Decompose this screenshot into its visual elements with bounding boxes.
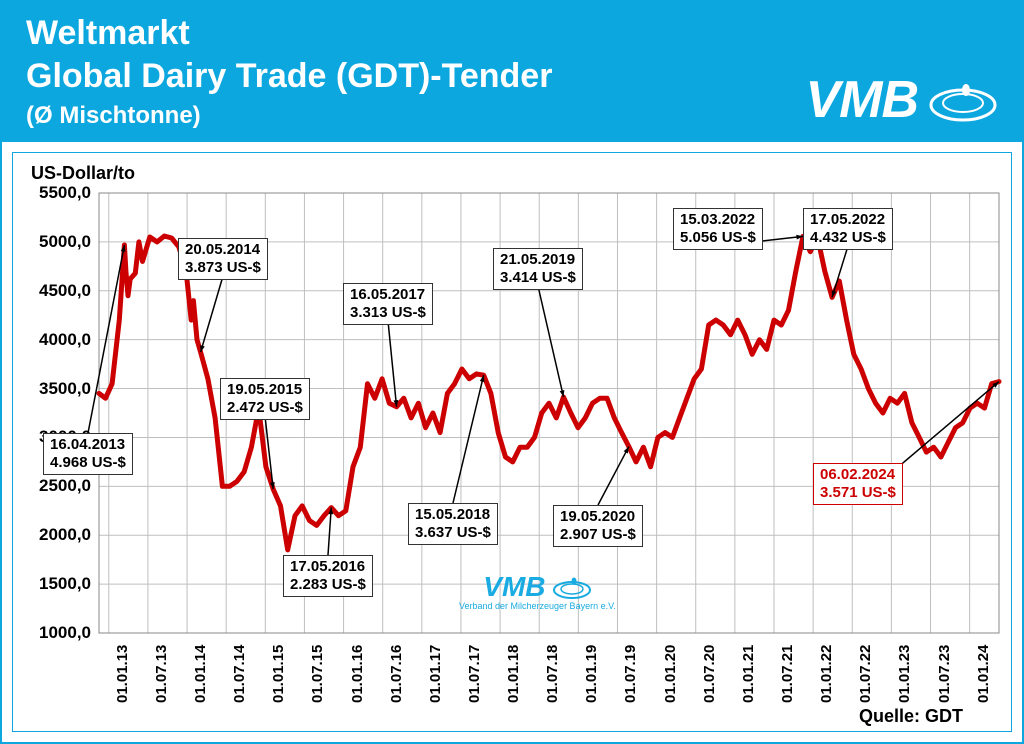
xtick-label: 01.01.18: [505, 645, 522, 703]
callout-date: 17.05.2022: [810, 211, 886, 229]
callout-value: 3.637 US-$: [415, 524, 491, 542]
ytick-label: 3500,0: [21, 379, 91, 399]
ytick-label: 5500,0: [21, 183, 91, 203]
callout-value: 3.571 US-$: [820, 484, 896, 502]
chart-frame: Weltmarkt Global Dairy Trade (GDT)-Tende…: [0, 0, 1024, 744]
watermark-swirl-icon: [552, 573, 592, 601]
xtick-label: 01.01.20: [662, 645, 679, 703]
xtick-label: 01.07.18: [544, 645, 561, 703]
ytick-label: 1000,0: [21, 623, 91, 643]
xtick-label: 01.01.14: [192, 645, 209, 703]
ytick-label: 4000,0: [21, 330, 91, 350]
chart-area: US-Dollar/to 1000,01500,02000,02500,0300…: [12, 152, 1012, 732]
callout-value: 3.414 US-$: [500, 269, 576, 287]
callout-date: 20.05.2014: [185, 241, 261, 259]
callout-date: 19.05.2015: [227, 381, 303, 399]
xtick-label: 01.07.22: [857, 645, 874, 703]
callout-value: 4.968 US-$: [50, 454, 126, 472]
xtick-label: 01.07.13: [153, 645, 170, 703]
callout-value: 3.873 US-$: [185, 259, 261, 277]
callout-2: 19.05.20152.472 US-$: [220, 378, 310, 420]
title-line1: Weltmarkt: [26, 14, 998, 53]
xtick-label: 01.07.16: [388, 645, 405, 703]
callout-date: 15.03.2022: [680, 211, 756, 229]
callout-value: 3.313 US-$: [350, 304, 426, 322]
header: Weltmarkt Global Dairy Trade (GDT)-Tende…: [2, 2, 1022, 142]
xtick-label: 01.01.16: [349, 645, 366, 703]
xtick-label: 01.07.23: [936, 645, 953, 703]
watermark-sub: Verband der Milcherzeuger Bayern e.V.: [459, 601, 616, 611]
callout-7: 19.05.20202.907 US-$: [553, 505, 643, 547]
callout-date: 15.05.2018: [415, 506, 491, 524]
plot-wrap: 1000,01500,02000,02500,03000,03500,04000…: [13, 153, 1011, 731]
xtick-label: 01.01.19: [583, 645, 600, 703]
ytick-label: 2500,0: [21, 476, 91, 496]
callout-9: 17.05.20224.432 US-$: [803, 208, 893, 250]
callout-value: 4.432 US-$: [810, 229, 886, 247]
callout-date: 17.05.2016: [290, 558, 366, 576]
callout-0: 16.04.20134.968 US-$: [43, 433, 133, 475]
watermark: VMBVerband der Milcherzeuger Bayern e.V.: [459, 571, 616, 611]
callout-value: 2.283 US-$: [290, 576, 366, 594]
logo-text: VMB: [805, 70, 918, 130]
callout-6: 21.05.20193.414 US-$: [493, 248, 583, 290]
xtick-label: 01.07.17: [466, 645, 483, 703]
source-label: Quelle: GDT: [859, 706, 963, 727]
callout-1: 20.05.20143.873 US-$: [178, 238, 268, 280]
callout-5: 15.05.20183.637 US-$: [408, 503, 498, 545]
callout-value: 5.056 US-$: [680, 229, 756, 247]
callout-date: 06.02.2024: [820, 466, 896, 484]
callout-4: 16.05.20173.313 US-$: [343, 283, 433, 325]
callout-date: 19.05.2020: [560, 508, 636, 526]
callout-date: 16.05.2017: [350, 286, 426, 304]
xtick-label: 01.07.19: [622, 645, 639, 703]
logo: VMB: [805, 70, 998, 130]
xtick-label: 01.01.24: [975, 645, 992, 703]
callout-date: 16.04.2013: [50, 436, 126, 454]
ytick-label: 2000,0: [21, 525, 91, 545]
logo-swirl-icon: [928, 75, 998, 125]
ytick-label: 5000,0: [21, 232, 91, 252]
callout-10: 06.02.20243.571 US-$: [813, 463, 903, 505]
xtick-label: 01.07.20: [701, 645, 718, 703]
ytick-label: 1500,0: [21, 574, 91, 594]
xtick-label: 01.01.13: [114, 645, 131, 703]
ytick-label: 4500,0: [21, 281, 91, 301]
callout-value: 2.472 US-$: [227, 399, 303, 417]
xtick-label: 01.01.22: [818, 645, 835, 703]
xtick-label: 01.01.15: [270, 645, 287, 703]
callout-8: 15.03.20225.056 US-$: [673, 208, 763, 250]
xtick-label: 01.07.21: [779, 645, 796, 703]
xtick-label: 01.07.14: [231, 645, 248, 703]
xtick-label: 01.01.23: [896, 645, 913, 703]
xtick-label: 01.01.17: [427, 645, 444, 703]
callout-3: 17.05.20162.283 US-$: [283, 555, 373, 597]
xtick-label: 01.07.15: [309, 645, 326, 703]
xtick-label: 01.01.21: [740, 645, 757, 703]
callout-value: 2.907 US-$: [560, 526, 636, 544]
watermark-text: VMB: [483, 571, 545, 603]
callout-date: 21.05.2019: [500, 251, 576, 269]
